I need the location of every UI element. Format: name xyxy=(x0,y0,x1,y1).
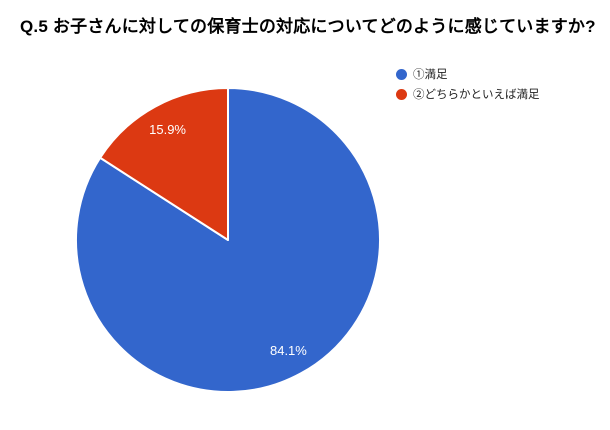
pie-slice-pct-label: 84.1% xyxy=(270,343,307,358)
legend: ①満足 ②どちらかといえば満足 xyxy=(396,64,540,104)
legend-swatch-icon xyxy=(396,68,407,80)
legend-item-label: ②どちらかといえば満足 xyxy=(413,89,540,101)
legend-swatch-icon xyxy=(396,88,407,100)
pie-slice-1 xyxy=(99,87,229,241)
pie-slice-pct-label: 15.9% xyxy=(149,122,186,137)
chart-title: Q.5 お子さんに対しての保育士の対応についてどのように感じていますか? xyxy=(20,17,596,36)
legend-item-0: ①満足 xyxy=(396,64,540,84)
legend-item-1: ②どちらかといえば満足 xyxy=(396,84,540,104)
legend-item-label: ①満足 xyxy=(413,69,448,81)
